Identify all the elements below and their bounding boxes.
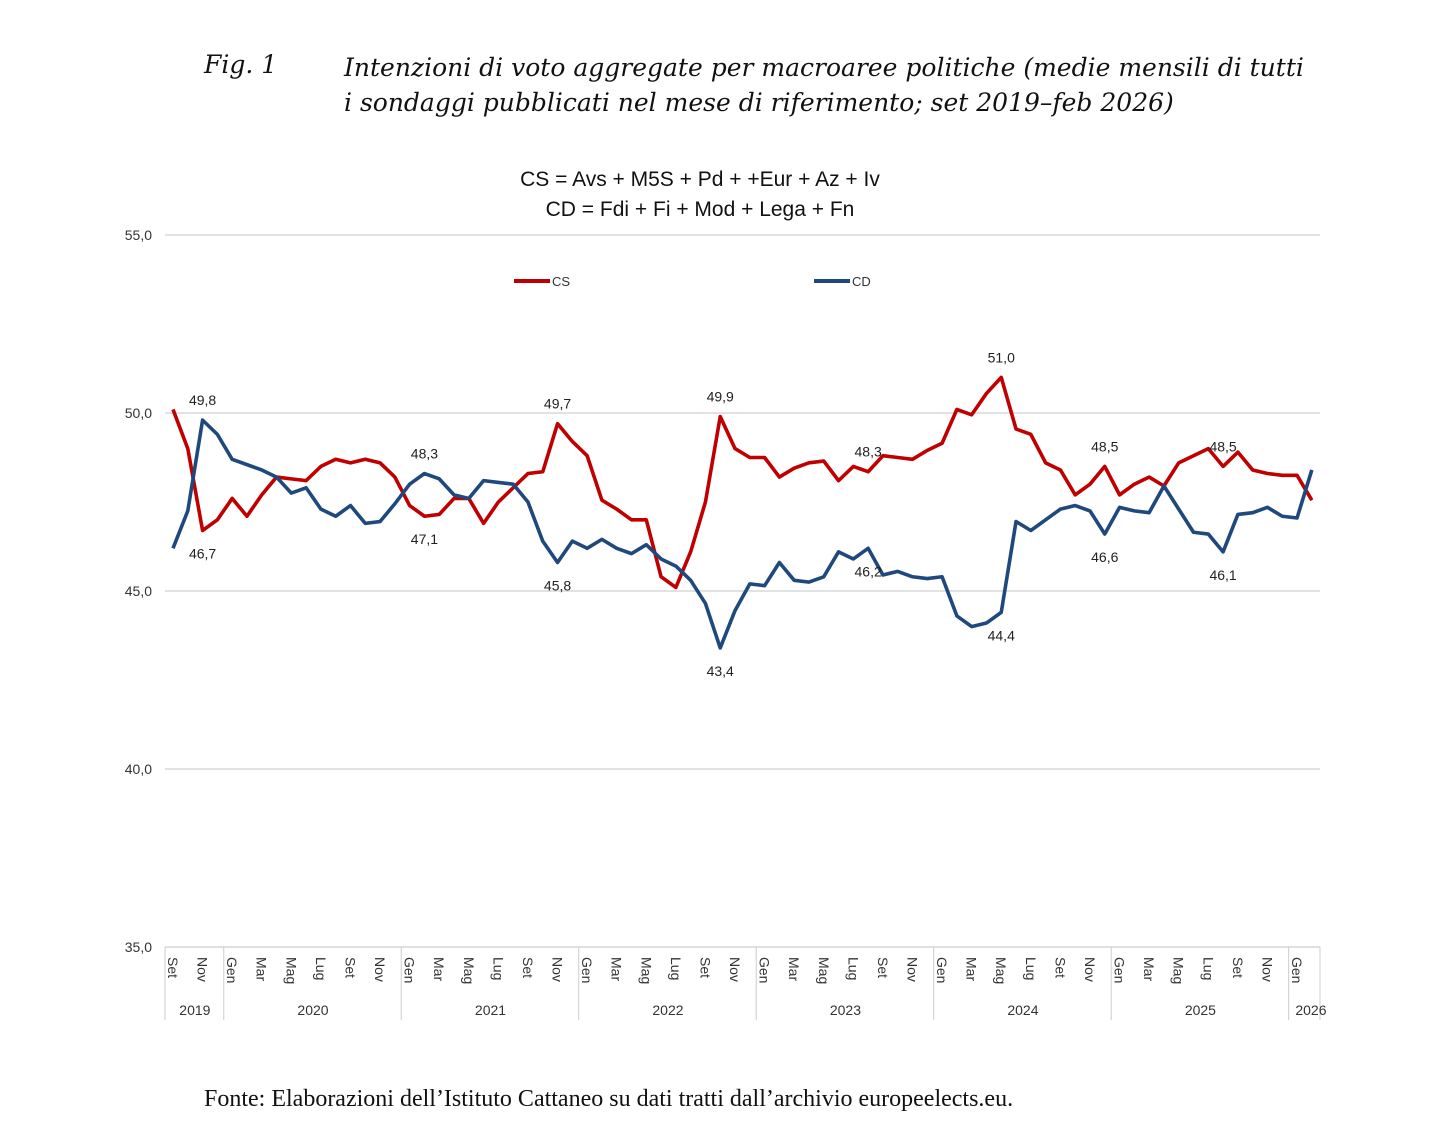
x-month-label: Gen: [757, 957, 773, 983]
data-label: 45,8: [544, 578, 571, 594]
x-month-label: Mar: [254, 957, 270, 981]
series-line-CS: [171, 375, 1314, 590]
x-month-label: Mag: [461, 957, 477, 984]
data-label: 43,4: [707, 663, 734, 679]
x-year-label: 2020: [297, 1002, 328, 1018]
x-month-label: Mar: [786, 957, 802, 981]
figure-title: Intenzioni di voto aggregate per macroar…: [344, 53, 1304, 117]
x-month-label: Mag: [283, 957, 299, 984]
x-month-label: Set: [1230, 957, 1246, 978]
series-line-CD: [171, 418, 1314, 650]
x-year-label: 2022: [652, 1002, 683, 1018]
x-month-label: Nov: [1082, 957, 1098, 982]
x-month-label: Nov: [195, 957, 211, 982]
x-month-label: Set: [697, 957, 713, 978]
x-year-label: 2023: [830, 1002, 861, 1018]
data-label: 46,7: [189, 545, 216, 561]
x-month-label: Mar: [1141, 957, 1157, 981]
x-month-label: Gen: [934, 957, 950, 983]
x-month-label: Set: [342, 957, 358, 978]
data-label: 46,1: [1209, 567, 1236, 583]
x-year-label: 2021: [475, 1002, 506, 1018]
x-year-label: 2025: [1185, 1002, 1216, 1018]
chart-title: CD = Fdi + Fi + Mod + Lega + Fn: [546, 198, 855, 221]
y-tick-label: 45,0: [125, 583, 152, 599]
x-month-label: Mar: [964, 957, 980, 981]
source-note: Fonte: Elaborazioni dell’Istituto Cattan…: [204, 1086, 1014, 1112]
data-label: 51,0: [988, 349, 1015, 365]
data-label: 49,7: [544, 396, 571, 412]
y-tick-label: 55,0: [125, 227, 152, 243]
data-label: 48,3: [411, 446, 438, 462]
legend-label: CD: [852, 274, 871, 289]
x-month-label: Nov: [550, 957, 566, 982]
data-label: 49,9: [707, 389, 734, 405]
x-month-label: Nov: [905, 957, 921, 982]
x-month-label: Mag: [638, 957, 654, 984]
data-label: 46,6: [1091, 549, 1118, 565]
x-month-label: Lug: [313, 957, 329, 980]
data-label: 49,8: [189, 392, 216, 408]
x-month-label: Set: [875, 957, 891, 978]
x-month-label: Set: [165, 957, 181, 978]
y-tick-label: 35,0: [125, 939, 152, 955]
x-year-label: 2024: [1007, 1002, 1038, 1018]
x-month-label: Nov: [727, 957, 743, 982]
y-tick-label: 40,0: [125, 761, 152, 777]
y-tick-label: 50,0: [125, 405, 152, 421]
data-label: 44,4: [988, 627, 1015, 643]
x-month-label: Lug: [1200, 957, 1216, 980]
data-label: 47,1: [411, 531, 438, 547]
x-month-label: Mag: [816, 957, 832, 984]
data-label: 48,5: [1209, 438, 1236, 454]
x-month-label: Lug: [490, 957, 506, 980]
x-month-label: Gen: [579, 957, 595, 983]
data-label: 46,2: [855, 563, 882, 579]
figure-label: Fig. 1: [204, 50, 278, 79]
x-month-label: Mag: [993, 957, 1009, 984]
x-month-label: Nov: [372, 957, 388, 982]
x-month-label: Lug: [1023, 957, 1039, 980]
legend-label: CS: [552, 274, 570, 289]
x-month-label: Set: [1052, 957, 1068, 978]
x-month-label: Gen: [1112, 957, 1128, 983]
x-month-label: Gen: [402, 957, 418, 983]
x-month-label: Mar: [609, 957, 625, 981]
chart-title: CS = Avs + M5S + Pd + +Eur + Az + Iv: [520, 168, 880, 191]
x-month-label: Gen: [224, 957, 240, 983]
x-month-label: Mar: [431, 957, 447, 981]
x-month-label: Gen: [1289, 957, 1305, 983]
x-month-label: Lug: [668, 957, 684, 980]
x-year-label: 2019: [179, 1002, 210, 1018]
x-month-label: Lug: [845, 957, 861, 980]
data-label: 48,3: [855, 444, 882, 460]
x-month-label: Set: [520, 957, 536, 978]
x-month-label: Nov: [1259, 957, 1275, 982]
data-label: 48,5: [1091, 438, 1118, 454]
x-year-label: 2026: [1295, 1002, 1326, 1018]
x-month-label: Mag: [1171, 957, 1187, 984]
